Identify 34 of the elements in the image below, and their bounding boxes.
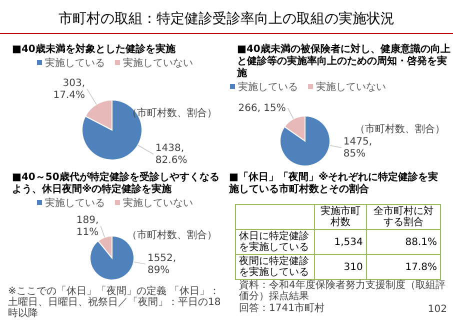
data-label: 189, 11% bbox=[76, 214, 99, 238]
data-label: 1552, 89% bbox=[147, 253, 176, 276]
text: 市町村の取組：特定健診受診率向上の取組の実施状況 bbox=[58, 10, 396, 28]
pie-slice bbox=[280, 116, 330, 166]
data-label: 310 bbox=[314, 254, 366, 280]
legend-label: 実施している bbox=[45, 197, 105, 209]
text: （市町村数、割合） bbox=[355, 123, 445, 135]
data-label: 1438, 82.6% bbox=[155, 143, 188, 166]
data-label: 266, 15% bbox=[238, 103, 286, 114]
text: 回答：1741市町村 bbox=[239, 303, 324, 314]
legend-label: 実施している bbox=[238, 81, 298, 93]
data-label: 1475, 85% bbox=[343, 136, 372, 160]
chart-title: ■40歳未満を対象とした健診を実施 bbox=[12, 44, 176, 56]
data-label: 1,534 bbox=[314, 230, 366, 254]
chart-title: ■40歳未満の被保険者に対し、健康意識の向上と健診等の実施率向上のための周知・啓発を実施 bbox=[237, 44, 451, 80]
text: （市町村数、割合） bbox=[127, 107, 217, 119]
data-label: 303, 17.4% bbox=[53, 78, 86, 101]
pie-slice bbox=[90, 236, 134, 280]
legend-label: 実施していない bbox=[123, 57, 193, 69]
text: 全市町村に対する割合 bbox=[366, 204, 440, 230]
text: （市町村数、割合） bbox=[127, 229, 217, 241]
text: ※ここでの「休日」「夜間」の定義 「休日」：土曜日、日曜日、祝祭日／「夜間」：平日の18時以降 bbox=[8, 286, 222, 319]
text: 資料：令和4年度保険者努力支援制度（取組評価分）採点結果 bbox=[239, 280, 446, 302]
text: ■「休日」「夜間」※それぞれに特定健診を実施している市町村数とその割合 bbox=[229, 172, 440, 196]
category-label: 夜間に特定健診を実施している bbox=[236, 254, 314, 280]
data-label: 17.8% bbox=[366, 254, 440, 280]
legend-label: 実施していない bbox=[123, 197, 193, 209]
legend-label: 実施していない bbox=[316, 81, 386, 93]
text: 実施市町村数 bbox=[314, 204, 366, 230]
chart-title: ■40～50歳代が特定健診を受診しやすくなるよう、休日夜間※の特定健診を実施 bbox=[12, 172, 220, 196]
legend-label: 実施している bbox=[45, 57, 105, 69]
category-label: 休日に特定健診を実施している bbox=[236, 230, 314, 254]
text: 102 bbox=[428, 304, 447, 315]
data-label: 88.1% bbox=[366, 230, 440, 254]
